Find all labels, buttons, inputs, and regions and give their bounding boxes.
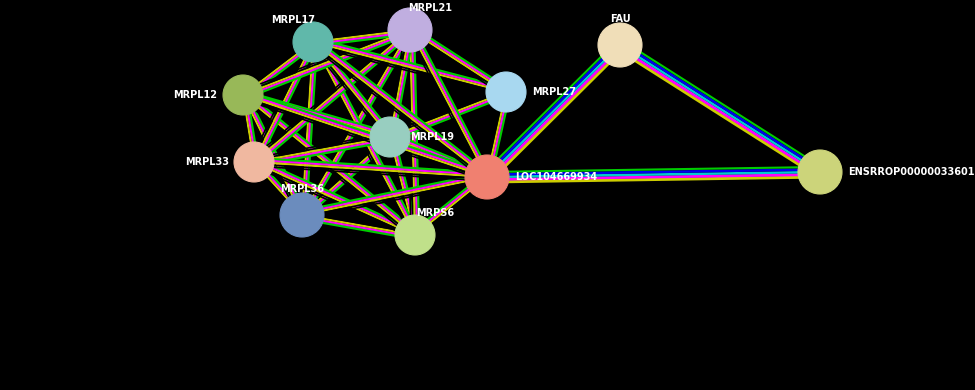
- Text: FAU: FAU: [609, 14, 630, 24]
- Text: MRPL33: MRPL33: [185, 157, 229, 167]
- Text: MRPL21: MRPL21: [408, 3, 452, 13]
- Circle shape: [395, 215, 435, 255]
- Text: MRPL12: MRPL12: [173, 90, 217, 100]
- Circle shape: [280, 193, 324, 237]
- Circle shape: [370, 117, 410, 157]
- Text: MRPL36: MRPL36: [280, 184, 324, 194]
- Text: LOC104669934: LOC104669934: [515, 172, 597, 182]
- Text: MRPL17: MRPL17: [271, 15, 315, 25]
- Text: ENSRROP00000033601: ENSRROP00000033601: [848, 167, 974, 177]
- Text: MRPL27: MRPL27: [532, 87, 576, 97]
- Circle shape: [223, 75, 263, 115]
- Circle shape: [388, 8, 432, 52]
- Circle shape: [486, 72, 526, 112]
- Circle shape: [293, 22, 333, 62]
- Text: MRPL19: MRPL19: [410, 132, 454, 142]
- Text: MRPS6: MRPS6: [416, 208, 454, 218]
- Circle shape: [798, 150, 842, 194]
- Circle shape: [598, 23, 642, 67]
- Circle shape: [465, 155, 509, 199]
- Circle shape: [234, 142, 274, 182]
